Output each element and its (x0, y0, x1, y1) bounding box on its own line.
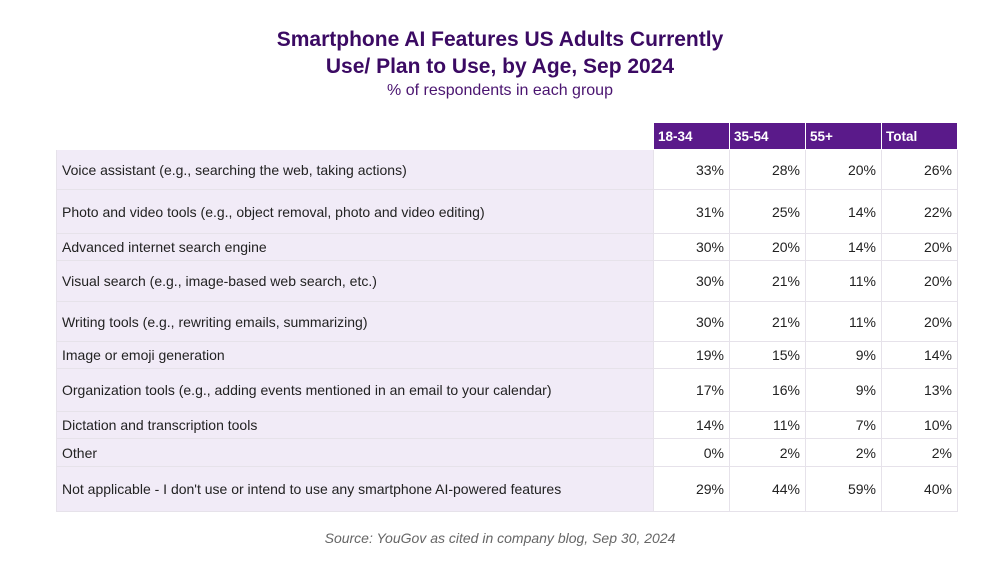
row-label: Voice assistant (e.g., searching the web… (56, 149, 654, 190)
cell-value: 59% (805, 466, 882, 512)
row-label: Photo and video tools (e.g., object remo… (56, 189, 654, 234)
cell-value: 21% (729, 301, 806, 342)
title-line-2: Use/ Plan to Use, by Age, Sep 2024 (325, 55, 675, 78)
table-row: Other 0% 2% 2% 2% (56, 438, 958, 467)
cell-value: 40% (881, 466, 958, 512)
cell-value: 20% (881, 260, 958, 302)
table-row: Visual search (e.g., image-based web sea… (56, 260, 958, 302)
table-row: Voice assistant (e.g., searching the web… (56, 149, 958, 190)
cell-value: 15% (729, 341, 806, 369)
cell-value: 21% (729, 260, 806, 302)
cell-value: 2% (729, 438, 806, 467)
cell-value: 26% (881, 149, 958, 190)
header-blank (56, 122, 654, 150)
column-header: 18-34 (653, 122, 730, 150)
cell-value: 30% (653, 301, 730, 342)
cell-value: 2% (805, 438, 882, 467)
table-row: Organization tools (e.g., adding events … (56, 368, 958, 412)
cell-value: 31% (653, 189, 730, 234)
source-note: Source: YouGov as cited in company blog,… (324, 530, 676, 546)
table-row: Image or emoji generation 19% 15% 9% 14% (56, 341, 958, 369)
cell-value: 11% (805, 260, 882, 302)
cell-value: 13% (881, 368, 958, 412)
column-header: 35-54 (729, 122, 806, 150)
row-label: Organization tools (e.g., adding events … (56, 368, 654, 412)
table-row: Not applicable - I don't use or intend t… (56, 466, 958, 512)
cell-value: 0% (653, 438, 730, 467)
cell-value: 16% (729, 368, 806, 412)
cell-value: 20% (881, 233, 958, 261)
chart-subtitle: % of respondents in each group (387, 82, 613, 99)
cell-value: 30% (653, 260, 730, 302)
cell-value: 14% (805, 233, 882, 261)
data-table: 18-34 35-54 55+ Total Voice assistant (e.g.… (56, 122, 958, 512)
cell-value: 2% (881, 438, 958, 467)
table-row: Dictation and transcription tools 14% 11% 7… (56, 411, 958, 439)
cell-value: 20% (881, 301, 958, 342)
row-label: Dictation and transcription tools (56, 411, 654, 439)
cell-value: 14% (805, 189, 882, 234)
cell-value: 25% (729, 189, 806, 234)
row-label: Advanced internet search engine (56, 233, 654, 261)
title-line-1: Smartphone AI Features US Adults Current… (276, 28, 724, 51)
row-label: Not applicable - I don't use or intend t… (56, 466, 654, 512)
cell-value: 33% (653, 149, 730, 190)
cell-value: 44% (729, 466, 806, 512)
cell-value: 14% (653, 411, 730, 439)
cell-value: 20% (729, 233, 806, 261)
table-row: Photo and video tools (e.g., object remo… (56, 189, 958, 234)
table-row: Writing tools (e.g., rewriting emails, s… (56, 301, 958, 342)
cell-value: 20% (805, 149, 882, 190)
cell-value: 11% (729, 411, 806, 439)
cell-value: 9% (805, 368, 882, 412)
row-label: Image or emoji generation (56, 341, 654, 369)
cell-value: 11% (805, 301, 882, 342)
row-label: Visual search (e.g., image-based web sea… (56, 260, 654, 302)
cell-value: 10% (881, 411, 958, 439)
chart-title: Smartphone AI Features US Adults Current… (0, 26, 1000, 80)
cell-value: 29% (653, 466, 730, 512)
cell-value: 28% (729, 149, 806, 190)
cell-value: 7% (805, 411, 882, 439)
cell-value: 30% (653, 233, 730, 261)
column-header: Total (881, 122, 958, 150)
cell-value: 9% (805, 341, 882, 369)
row-label: Writing tools (e.g., rewriting emails, s… (56, 301, 654, 342)
cell-value: 22% (881, 189, 958, 234)
column-header: 55+ (805, 122, 882, 150)
table-row: Advanced internet search engine 30% 20% 14%… (56, 233, 958, 261)
cell-value: 17% (653, 368, 730, 412)
header-row: 18-34 35-54 55+ Total (56, 122, 958, 150)
cell-value: 19% (653, 341, 730, 369)
row-label: Other (56, 438, 654, 467)
cell-value: 14% (881, 341, 958, 369)
